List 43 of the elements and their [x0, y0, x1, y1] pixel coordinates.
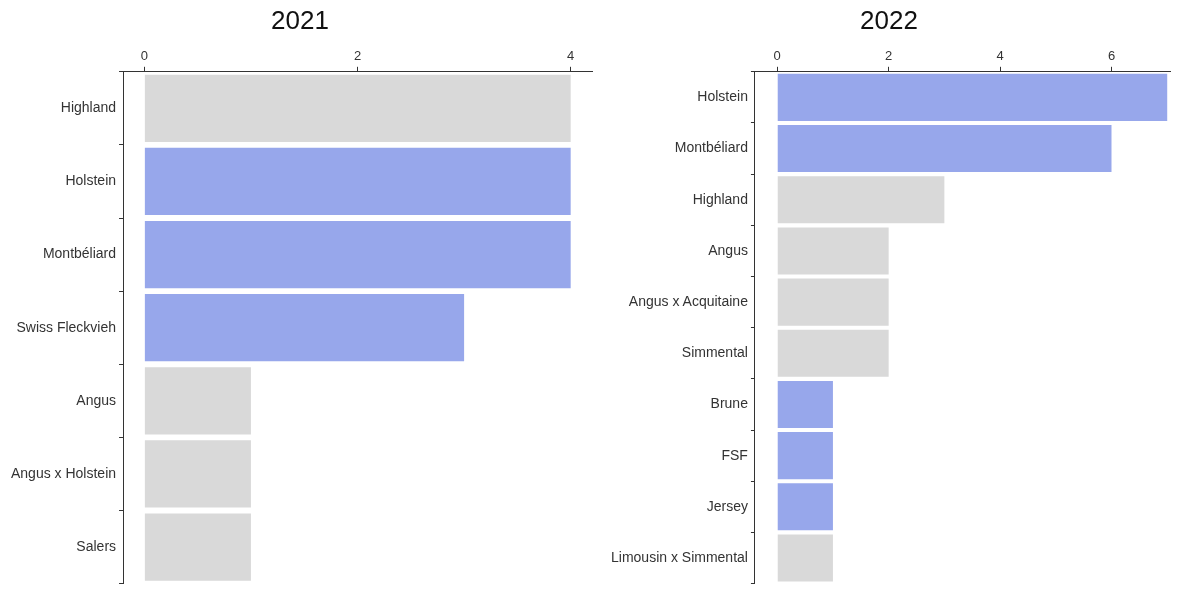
y-tick-label: Brune — [710, 395, 749, 412]
bar — [144, 294, 465, 362]
bar — [777, 73, 1168, 121]
x-tick-label: 4 — [567, 47, 575, 63]
y-tick-label: Angus — [76, 391, 117, 408]
bar — [144, 220, 571, 289]
bar — [777, 432, 833, 480]
bar — [777, 380, 833, 429]
chart-title: 2021 — [271, 4, 329, 35]
bar — [777, 176, 945, 224]
y-tick-label: Montbéliard — [42, 245, 117, 262]
y-tick-label: Limousin x Simmental — [611, 548, 748, 565]
y-tick-label: Holstein — [65, 172, 117, 189]
bar — [777, 534, 833, 582]
x-tick-label: 0 — [140, 47, 148, 63]
x-tick-label: 4 — [996, 47, 1004, 63]
bar — [777, 329, 889, 377]
y-tick-label: Highland — [692, 190, 748, 207]
y-tick-label: Holstein — [697, 88, 748, 105]
y-tick-label: Angus x Acquitaine — [628, 292, 749, 309]
bar — [144, 440, 251, 508]
bar — [144, 367, 251, 435]
x-tick-label: 2 — [353, 47, 362, 63]
bar — [777, 227, 889, 275]
y-tick-label: Angus x Holstein — [10, 464, 117, 481]
x-tick-label: 6 — [1107, 47, 1116, 63]
y-tick-label: Highland — [60, 99, 117, 116]
x-tick-label: 0 — [773, 47, 781, 63]
y-tick-label: Jersey — [706, 497, 748, 514]
y-tick-label: Salers — [76, 537, 117, 554]
chart-title: 2022 — [860, 4, 918, 35]
bar — [144, 513, 251, 581]
bar — [777, 125, 1112, 173]
bar — [144, 74, 571, 142]
bar — [144, 147, 571, 216]
y-tick-label: Swiss Fleckvieh — [16, 318, 117, 335]
bar — [777, 278, 889, 326]
y-tick-label: Simmental — [681, 344, 748, 361]
y-tick-label: FSF — [721, 446, 748, 463]
bar — [777, 483, 833, 531]
y-tick-label: Montbéliard — [674, 139, 748, 156]
x-tick-label: 2 — [885, 47, 893, 63]
y-tick-label: Angus — [708, 241, 748, 258]
